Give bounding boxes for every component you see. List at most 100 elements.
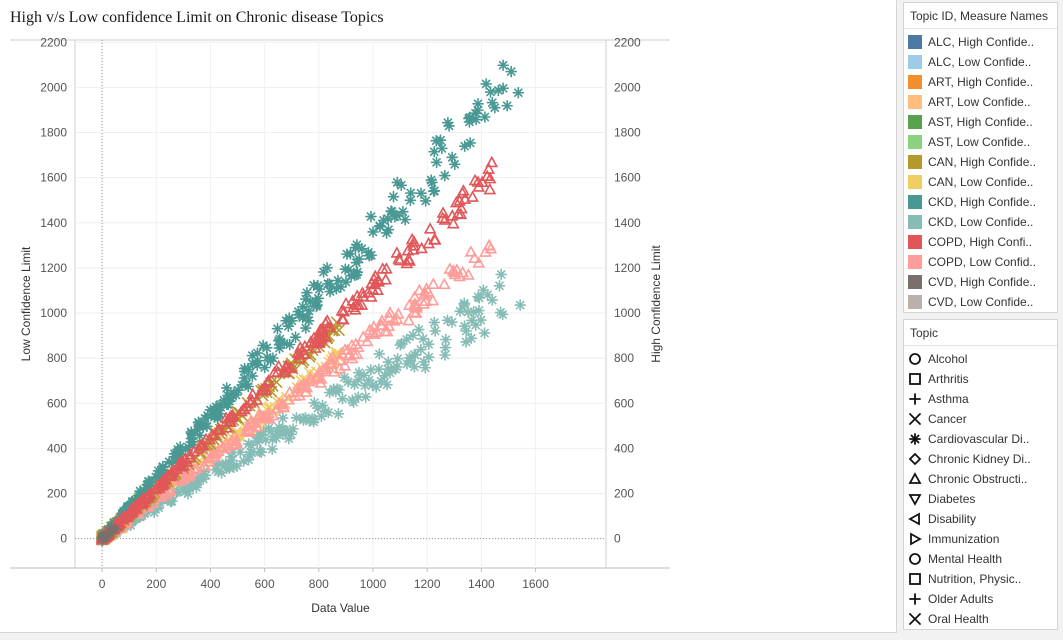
color-legend-item[interactable]: ART, High Confide.. xyxy=(904,72,1057,92)
color-legend-item[interactable]: CAN, Low Confide.. xyxy=(904,172,1057,192)
data-point xyxy=(458,192,472,204)
data-point xyxy=(419,361,432,374)
shape-legend-item[interactable]: Cancer xyxy=(904,409,1057,429)
data-point xyxy=(172,445,185,458)
data-point xyxy=(359,379,371,392)
data-point xyxy=(466,190,479,202)
color-legend-item[interactable]: CVD, High Confide.. xyxy=(904,272,1057,292)
shape-legend-label: Oral Health xyxy=(928,612,989,626)
data-point xyxy=(367,320,381,332)
data-point xyxy=(353,253,365,265)
shape-legend-item[interactable]: Chronic Kidney Di.. xyxy=(904,449,1057,469)
data-point xyxy=(345,338,359,351)
data-point xyxy=(212,465,224,478)
shape-legend-label: Mental Health xyxy=(928,552,1003,566)
x-tick-label: 1000 xyxy=(360,577,387,591)
data-point xyxy=(216,440,229,453)
data-point xyxy=(389,363,402,376)
data-point xyxy=(266,408,280,421)
color-swatch xyxy=(908,195,922,209)
data-point xyxy=(349,269,361,282)
data-point xyxy=(335,347,349,359)
data-point xyxy=(246,387,260,400)
shape-legend-item[interactable]: Cardiovascular Di.. xyxy=(904,429,1057,449)
data-point xyxy=(297,414,310,426)
shape-legend-item[interactable]: Diabetes xyxy=(904,489,1057,509)
color-legend-item[interactable]: CKD, High Confide.. xyxy=(904,192,1057,212)
data-point xyxy=(455,201,468,214)
data-point xyxy=(342,348,356,361)
data-point xyxy=(238,455,250,467)
color-legend-item[interactable]: ALC, High Confide.. xyxy=(904,32,1057,52)
shape-legend-item[interactable]: Nutrition, Physic.. xyxy=(904,569,1057,589)
color-swatch xyxy=(908,275,922,289)
y-tick-label-left: 1200 xyxy=(40,261,67,275)
data-point xyxy=(465,332,478,345)
data-point xyxy=(120,510,134,522)
data-point xyxy=(446,316,458,328)
data-point xyxy=(426,277,440,289)
color-swatch xyxy=(908,135,922,149)
data-point xyxy=(259,383,273,396)
color-legend-label: AST, Low Confide.. xyxy=(928,135,1031,149)
color-swatch xyxy=(908,235,922,249)
color-legend-item[interactable]: CVD, Low Confide.. xyxy=(904,292,1057,312)
data-point xyxy=(277,400,290,412)
plus-shape-icon xyxy=(909,393,921,405)
y-tick-label-left: 2000 xyxy=(40,80,67,94)
shape-legend-item[interactable]: Arthritis xyxy=(904,369,1057,389)
data-point xyxy=(211,423,225,436)
color-legend-item[interactable]: COPD, High Confi.. xyxy=(904,232,1057,252)
color-legend-item[interactable]: ALC, Low Confide.. xyxy=(904,52,1057,72)
color-legend-item[interactable]: AST, High Confide.. xyxy=(904,112,1057,132)
circle-shape-icon xyxy=(909,553,921,565)
data-point xyxy=(451,207,465,219)
data-point xyxy=(458,320,471,332)
scatter-plot[interactable]: 0 0 200 200 400 400 600 600 800 800 1000 1000 1200 12… xyxy=(0,0,896,632)
data-point xyxy=(220,382,233,394)
data-point xyxy=(228,437,242,449)
data-point xyxy=(282,320,295,333)
data-point xyxy=(208,403,220,416)
data-point xyxy=(285,428,298,441)
shape-legend-item[interactable]: Asthma xyxy=(904,389,1057,409)
data-point xyxy=(346,294,360,306)
data-point xyxy=(142,475,155,488)
shape-legend-item[interactable]: Older Adults xyxy=(904,589,1057,609)
data-point xyxy=(164,469,177,482)
data-point xyxy=(477,284,490,296)
data-point xyxy=(458,140,471,152)
data-point xyxy=(471,175,485,187)
color-legend-item[interactable]: AST, Low Confide.. xyxy=(904,132,1057,152)
data-point xyxy=(301,286,313,299)
shape-legend-label: Immunization xyxy=(928,532,1000,546)
shape-legend-item[interactable]: Chronic Obstructi.. xyxy=(904,469,1057,489)
square-shape-icon xyxy=(909,573,921,585)
shape-legend-list: Alcohol Arthritis Asthma Cancer Cardiovascul… xyxy=(904,346,1057,629)
shape-legend-item[interactable]: Oral Health xyxy=(904,609,1057,629)
data-point xyxy=(136,491,150,504)
x-tick-label: 200 xyxy=(146,577,166,591)
shape-legend-item[interactable]: Mental Health xyxy=(904,549,1057,569)
color-legend-label: CVD, High Confide.. xyxy=(928,275,1037,289)
data-point xyxy=(243,424,256,436)
color-legend-item[interactable]: CAN, High Confide.. xyxy=(904,152,1057,172)
data-point xyxy=(448,158,461,171)
color-legend-item[interactable]: ART, Low Confide.. xyxy=(904,92,1057,112)
color-legend-item[interactable]: COPD, Low Confid.. xyxy=(904,252,1057,272)
y-tick-label-left: 1600 xyxy=(40,171,67,185)
shape-legend-item[interactable]: Disability xyxy=(904,509,1057,529)
data-point xyxy=(437,277,451,290)
shape-legend-item[interactable]: Alcohol xyxy=(904,349,1057,369)
shape-legend-label: Chronic Kidney Di.. xyxy=(928,452,1031,466)
shape-legend: Topic Alcohol Arthritis Asthma Cancer Cardio… xyxy=(903,319,1058,630)
color-legend-item[interactable]: CKD, Low Confide.. xyxy=(904,212,1057,232)
data-point xyxy=(291,346,305,358)
data-point xyxy=(205,450,219,462)
data-point xyxy=(236,379,248,391)
data-point xyxy=(166,463,180,476)
data-point xyxy=(403,254,416,266)
data-point xyxy=(400,333,413,346)
shape-legend-item[interactable]: Immunization xyxy=(904,529,1057,549)
data-point xyxy=(436,206,450,218)
